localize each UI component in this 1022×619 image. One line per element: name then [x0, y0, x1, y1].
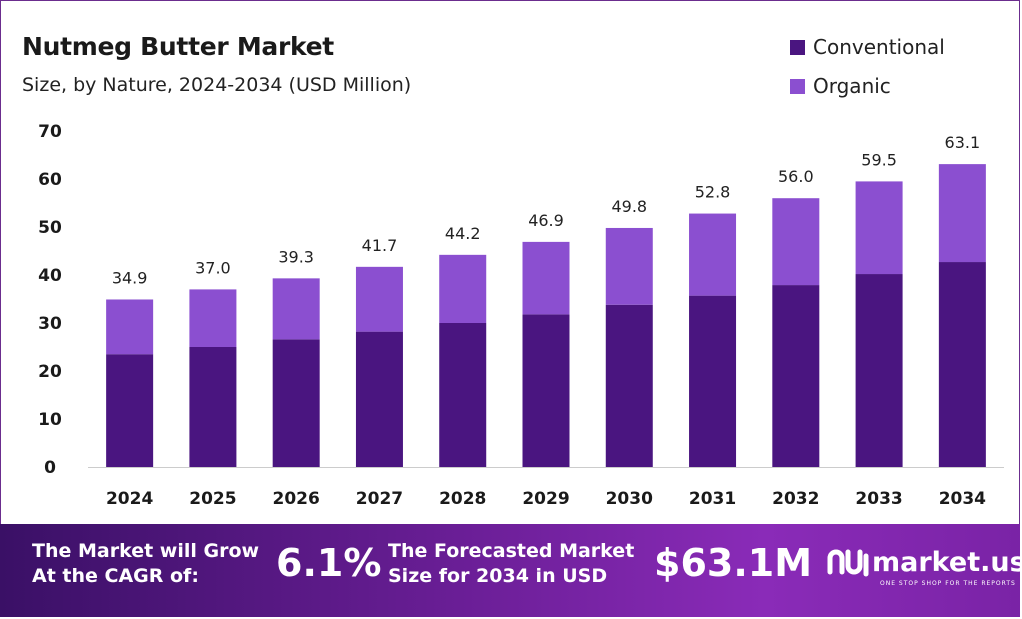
x-tick-label: 2032: [772, 489, 819, 509]
bar-organic-2028: [439, 254, 487, 323]
bar-organic-2026: [272, 278, 320, 340]
bar-conventional-2031: [689, 295, 737, 467]
x-tick-label: 2034: [939, 489, 986, 509]
chart-subtitle: Size, by Nature, 2024-2034 (USD Million): [22, 74, 412, 96]
cagr-label-line2: At the CAGR of:: [32, 565, 199, 587]
y-tick-label: 10: [38, 410, 62, 430]
bar-chart: 01020304050607034.9202437.0202539.320264…: [38, 122, 1004, 509]
bar-organic-2029: [522, 241, 570, 315]
legend-label-organic: Organic: [813, 74, 891, 98]
logo-text: market.us: [872, 546, 1022, 578]
bar-organic-2034: [938, 164, 986, 263]
bar-organic-2033: [855, 181, 903, 275]
bar-conventional-2034: [938, 262, 986, 467]
legend: Conventional Organic: [790, 34, 945, 112]
bar-total-label: 59.5: [861, 150, 897, 169]
x-tick-label: 2033: [855, 489, 902, 509]
cagr-value: 6.1%: [276, 541, 382, 585]
y-tick-label: 30: [38, 314, 62, 334]
y-tick-label: 20: [38, 362, 62, 382]
cagr-label: The Market will Grow At the CAGR of:: [32, 539, 259, 589]
x-tick-label: 2028: [439, 489, 486, 509]
bar-conventional-2027: [355, 331, 403, 467]
bar-conventional-2032: [772, 285, 820, 467]
bar-organic-2027: [355, 266, 403, 332]
bar-total-label: 63.1: [945, 133, 981, 152]
legend-swatch-conventional: [790, 39, 805, 55]
logo-tagline: ONE STOP SHOP FOR THE REPORTS: [880, 580, 1016, 587]
legend-item-organic: Organic: [790, 73, 945, 99]
y-tick-label: 0: [44, 458, 56, 478]
x-tick-label: 2027: [356, 489, 403, 509]
bar-total-label: 46.9: [528, 211, 564, 230]
bar-conventional-2033: [855, 274, 903, 467]
x-tick-label: 2030: [606, 489, 653, 509]
legend-item-conventional: Conventional: [790, 34, 945, 60]
bar-total-label: 37.0: [195, 258, 231, 277]
cagr-label-line1: The Market will Grow: [32, 540, 260, 562]
bar-total-label: 34.9: [112, 268, 148, 287]
bar-conventional-2029: [522, 314, 570, 467]
y-tick-label: 70: [38, 122, 62, 142]
bar-organic-2024: [106, 299, 154, 355]
bar-organic-2025: [189, 289, 237, 347]
bar-conventional-2028: [439, 323, 487, 467]
bar-total-label: 39.3: [278, 247, 314, 266]
summary-banner: The Market will Grow At the CAGR of: 6.1…: [0, 524, 1022, 617]
x-tick-label: 2024: [106, 489, 153, 509]
bar-organic-2031: [689, 213, 737, 296]
forecast-label-line2: Size for 2034 in USD: [388, 565, 608, 587]
y-tick-label: 50: [38, 218, 62, 238]
bar-total-label: 56.0: [778, 167, 814, 186]
forecast-label-line1: The Forecasted Market: [388, 540, 635, 562]
forecast-label: The Forecasted Market Size for 2034 in U…: [388, 539, 634, 589]
chart-title: Nutmeg Butter Market: [22, 32, 334, 61]
x-tick-label: 2031: [689, 489, 736, 509]
legend-swatch-organic: [790, 78, 805, 94]
bar-total-label: 49.8: [611, 197, 647, 216]
x-tick-label: 2025: [189, 489, 236, 509]
market-us-logo: market.us: [826, 546, 1022, 578]
y-tick-label: 60: [38, 170, 62, 190]
bar-total-label: 41.7: [362, 236, 398, 255]
market-us-logo-icon: [827, 549, 869, 577]
forecast-value: $63.1M: [654, 541, 813, 585]
y-tick-label: 40: [38, 266, 62, 286]
legend-label-conventional: Conventional: [813, 35, 945, 59]
x-tick-label: 2029: [522, 489, 569, 509]
x-tick-label: 2026: [273, 489, 320, 509]
bar-conventional-2024: [106, 354, 154, 467]
bar-conventional-2026: [272, 339, 320, 467]
bar-conventional-2030: [605, 304, 653, 467]
bar-organic-2032: [772, 198, 820, 286]
bar-organic-2030: [605, 227, 653, 305]
bar-conventional-2025: [189, 347, 237, 467]
bar-total-label: 52.8: [695, 183, 731, 202]
bar-total-label: 44.2: [445, 224, 481, 243]
